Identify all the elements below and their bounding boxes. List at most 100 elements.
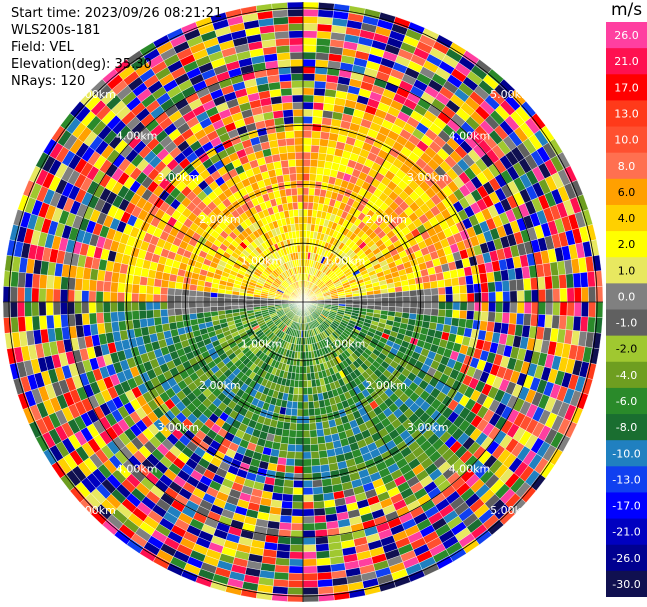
velocity-gate [494,280,503,293]
velocity-gate [480,282,489,293]
velocity-gate [315,536,329,545]
velocity-gate [295,230,300,239]
velocity-gate [288,166,297,175]
velocity-gate [17,271,27,288]
velocity-gate [282,421,291,431]
velocity-gate [124,310,133,321]
velocity-gate [316,428,325,438]
velocity-gate [276,174,285,184]
velocity-gate [458,318,467,328]
velocity-gate [315,421,324,431]
velocity-gate [291,515,304,524]
velocity-gate [291,501,304,510]
velocity-gate [274,30,290,40]
velocity-gate [280,435,290,445]
velocity-gate [472,273,481,285]
velocity-gate [319,457,329,466]
velocity-gate [308,401,315,410]
velocity-gate [443,278,453,288]
velocity-gate [288,572,304,581]
velocity-gate [279,152,289,162]
velocity-gate [388,292,396,298]
velocity-gate [288,565,304,574]
velocity-gate [431,301,439,310]
velocity-gate [287,159,297,168]
velocity-gate [9,286,18,303]
velocity-gate [495,291,504,303]
velocity-gate [60,276,69,290]
velocity-gate [287,580,304,588]
velocity-gate [231,298,239,303]
velocity-gate [302,380,308,388]
velocity-gate [102,291,111,303]
velocity-gate [188,289,197,297]
velocity-gate [297,401,304,410]
velocity-gate [487,281,496,293]
velocity-gate [572,316,582,332]
velocity-gate [132,318,141,330]
velocity-gate [45,288,54,303]
velocity-gate [465,274,474,286]
velocity-gate [316,37,331,47]
velocity-gate [275,131,287,140]
velocity-gate [317,23,333,33]
velocity-gate [302,551,317,560]
velocity-gate [314,407,322,416]
velocity-gate [281,493,294,502]
velocity-gate [309,173,317,182]
velocity-gate [285,137,295,146]
velocity-gate [290,408,298,417]
velocity-gate [286,195,293,204]
velocity-gate [572,272,582,288]
velocity-gate [274,564,290,574]
velocity-gate [544,275,553,290]
velocity-gate [316,557,331,567]
velocity-gate [319,131,331,140]
velocity-gate [480,311,489,322]
velocity-gate [281,428,290,438]
velocity-gate [110,281,119,293]
velocity-gate [110,311,119,323]
velocity-gate [430,308,439,317]
velocity-gate [515,313,525,326]
velocity-gate [302,572,318,581]
velocity-gate [452,301,461,311]
velocity-gate [523,277,532,291]
velocity-gate [138,293,147,303]
velocity-gate [67,289,75,303]
velocity-gates [2,1,604,603]
velocity-gate [124,292,132,303]
velocity-gate [488,291,497,303]
velocity-gate [579,316,589,333]
velocity-gate [109,301,118,313]
velocity-gate [167,315,177,324]
velocity-gate [302,565,318,574]
velocity-gate [466,310,475,321]
velocity-gate [302,37,318,46]
velocity-gate [288,209,295,218]
velocity-gate [95,312,105,324]
velocity-gate [302,522,316,531]
velocity-gate [288,429,297,438]
velocity-gate [291,401,298,410]
velocity-gate [195,301,204,308]
velocity-gate [245,304,254,309]
velocity-gate [45,301,54,316]
velocity-gate [160,308,169,318]
velocity-gate [282,173,291,183]
velocity-gate [238,304,247,309]
velocity-gate [24,287,33,303]
velocity-gate [359,295,368,300]
velocity-gate [272,585,289,595]
velocity-gate [74,301,83,315]
velocity-gate [302,130,313,139]
velocity-gate [551,274,560,290]
velocity-gate [196,312,205,319]
velocity-gate [284,472,295,481]
velocity-gate [273,571,289,581]
velocity-gate [481,301,489,312]
velocity-gate [302,487,314,496]
velocity-gate [395,291,404,298]
velocity-gate [38,274,48,289]
